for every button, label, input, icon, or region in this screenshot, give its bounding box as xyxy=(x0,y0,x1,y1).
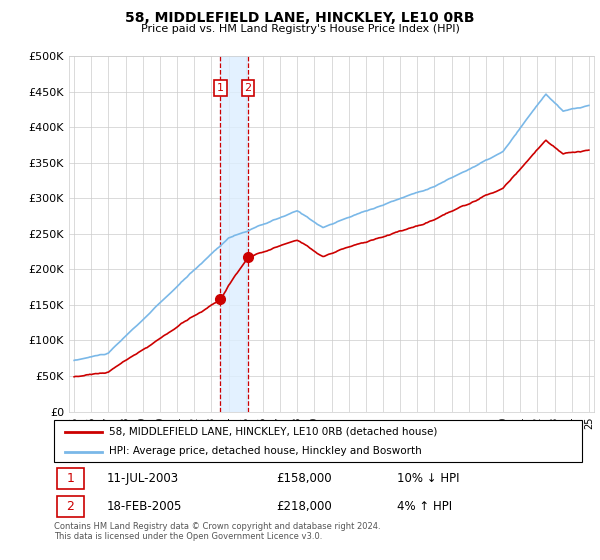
Text: 58, MIDDLEFIELD LANE, HINCKLEY, LE10 0RB (detached house): 58, MIDDLEFIELD LANE, HINCKLEY, LE10 0RB… xyxy=(109,427,438,437)
Text: 2: 2 xyxy=(244,83,251,93)
Text: £218,000: £218,000 xyxy=(276,501,332,514)
FancyBboxPatch shape xyxy=(56,496,84,517)
Text: 1: 1 xyxy=(67,472,74,485)
Text: Price paid vs. HM Land Registry's House Price Index (HPI): Price paid vs. HM Land Registry's House … xyxy=(140,24,460,34)
Text: £158,000: £158,000 xyxy=(276,472,331,485)
Text: HPI: Average price, detached house, Hinckley and Bosworth: HPI: Average price, detached house, Hinc… xyxy=(109,446,422,456)
Text: 11-JUL-2003: 11-JUL-2003 xyxy=(107,472,179,485)
Text: 58, MIDDLEFIELD LANE, HINCKLEY, LE10 0RB: 58, MIDDLEFIELD LANE, HINCKLEY, LE10 0RB xyxy=(125,11,475,25)
Text: Contains HM Land Registry data © Crown copyright and database right 2024.
This d: Contains HM Land Registry data © Crown c… xyxy=(54,522,380,542)
FancyBboxPatch shape xyxy=(54,420,582,462)
FancyBboxPatch shape xyxy=(56,468,84,489)
Text: 1: 1 xyxy=(217,83,224,93)
Text: 2: 2 xyxy=(67,501,74,514)
Text: 18-FEB-2005: 18-FEB-2005 xyxy=(107,501,182,514)
Bar xyxy=(220,56,248,412)
Text: 4% ↑ HPI: 4% ↑ HPI xyxy=(397,501,452,514)
Text: 10% ↓ HPI: 10% ↓ HPI xyxy=(397,472,460,485)
